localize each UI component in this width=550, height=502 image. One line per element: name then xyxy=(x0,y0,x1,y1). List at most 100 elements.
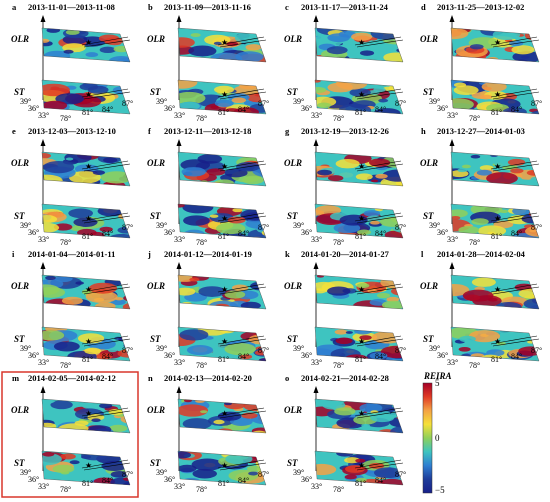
st-label: ST xyxy=(14,211,25,221)
lon-tick-label: 84° xyxy=(102,476,113,485)
surface-outline xyxy=(450,151,540,187)
surface-blob xyxy=(322,400,346,410)
olr-label: OLR xyxy=(11,405,29,415)
surface-blob xyxy=(42,399,56,405)
surface-blob xyxy=(518,288,539,299)
lon-tick-label: 81° xyxy=(82,232,93,241)
panel-title: 2014-01-04—2014-01-11 xyxy=(28,249,115,259)
surface-blob xyxy=(530,110,539,114)
lon-tick-label: 81° xyxy=(355,108,366,117)
surface-blob xyxy=(216,222,246,235)
surface-blob xyxy=(181,167,206,177)
lon-tick-label: 81° xyxy=(82,479,93,488)
surface-blob xyxy=(386,296,400,302)
olr-label: OLR xyxy=(11,34,29,44)
surface-blob xyxy=(124,416,130,424)
surface-blob xyxy=(468,330,501,343)
surface-outline xyxy=(314,27,404,63)
surface-outline xyxy=(41,326,131,362)
lon-tick-label: 87° xyxy=(258,346,269,355)
lat-tick-label: 33° xyxy=(38,482,49,491)
surface-blob xyxy=(471,277,496,287)
olr-label: OLR xyxy=(420,158,438,168)
surface-blob xyxy=(68,208,93,219)
lon-tick-label: 81° xyxy=(355,232,366,241)
fault-line xyxy=(356,215,404,224)
panel-title: 2013-12-19—2013-12-26 xyxy=(301,126,389,136)
fault-line xyxy=(81,335,129,345)
st-label: ST xyxy=(150,87,161,97)
colorbar-tick: 0 xyxy=(435,433,440,443)
surface-blob xyxy=(493,159,512,167)
axis-arrowhead xyxy=(40,386,46,393)
panel-title: 2014-02-05—2014-02-12 xyxy=(28,373,116,383)
surface-blob xyxy=(123,294,130,302)
st-label: ST xyxy=(150,211,161,221)
epicenter-star-icon: ★ xyxy=(221,461,228,470)
surface-blob xyxy=(42,330,65,341)
surface-blob xyxy=(535,157,539,161)
surface-blob xyxy=(192,468,217,479)
panel-letter: l xyxy=(421,249,424,259)
lat-tick-label: 33° xyxy=(174,482,185,491)
surface-blob xyxy=(108,56,130,62)
surface-blob xyxy=(99,46,117,54)
surface-blob xyxy=(214,303,230,309)
epicenter-star-icon: ★ xyxy=(85,214,92,223)
epicenter-star-icon: ★ xyxy=(85,285,92,294)
surface-blob xyxy=(476,169,492,176)
surface-blob xyxy=(182,204,214,214)
lon-tick-label: 87° xyxy=(531,346,542,355)
surface-blob xyxy=(74,420,89,426)
fault-line xyxy=(83,39,131,48)
st-label: ST xyxy=(287,211,298,221)
fault-line xyxy=(217,36,265,46)
lon-tick-label: 87° xyxy=(395,470,406,479)
fault-line xyxy=(217,283,265,293)
surface-blob xyxy=(370,220,380,225)
fault-line xyxy=(492,338,540,347)
surface-blob xyxy=(217,428,233,433)
surface-blob xyxy=(477,225,507,237)
lat-tick-label: 39° xyxy=(429,97,440,106)
lat-tick-label: 39° xyxy=(20,468,31,477)
fault-line xyxy=(81,283,129,293)
surface-blob xyxy=(327,175,344,182)
surface-blob xyxy=(376,292,391,299)
surface-blob xyxy=(315,209,325,216)
lon-tick-label: 87° xyxy=(122,470,133,479)
surface-blob xyxy=(361,423,370,428)
surface-blob xyxy=(375,173,388,179)
lat-tick-label: 33° xyxy=(311,111,322,120)
surface-blob xyxy=(396,48,403,53)
lon-tick-label: 78° xyxy=(196,361,207,370)
surface-blob xyxy=(327,286,351,296)
lat-tick-label: 39° xyxy=(156,221,167,230)
surface-blob xyxy=(355,458,366,463)
panel-title: 2014-02-13—2014-02-20 xyxy=(164,373,252,383)
surface-blob xyxy=(326,46,348,55)
surface-blob xyxy=(486,349,505,357)
fault-line xyxy=(356,286,404,295)
fault-line xyxy=(354,212,402,222)
lat-tick-label: 36° xyxy=(437,104,448,113)
lat-tick-label: 39° xyxy=(293,221,304,230)
lat-tick-label: 36° xyxy=(437,228,448,237)
surface-blob xyxy=(87,85,109,94)
axis-arrowhead xyxy=(449,139,455,146)
surface-blob xyxy=(232,208,243,213)
surface-blob xyxy=(359,403,383,413)
epicenter-star-icon: ★ xyxy=(494,38,501,47)
surface-blob xyxy=(335,337,353,345)
surface-blob xyxy=(239,354,253,360)
lon-tick-label: 84° xyxy=(511,352,522,361)
surface-blob xyxy=(457,168,468,173)
fault-line xyxy=(217,212,265,222)
lat-tick-label: 39° xyxy=(156,344,167,353)
surface-blob xyxy=(189,277,200,282)
panel-title: 2013-11-25—2013-12-02 xyxy=(437,2,524,12)
panel-letter: h xyxy=(421,126,426,136)
surface-blob xyxy=(224,342,256,356)
surface-blob xyxy=(378,98,389,103)
lat-tick-label: 39° xyxy=(293,344,304,353)
